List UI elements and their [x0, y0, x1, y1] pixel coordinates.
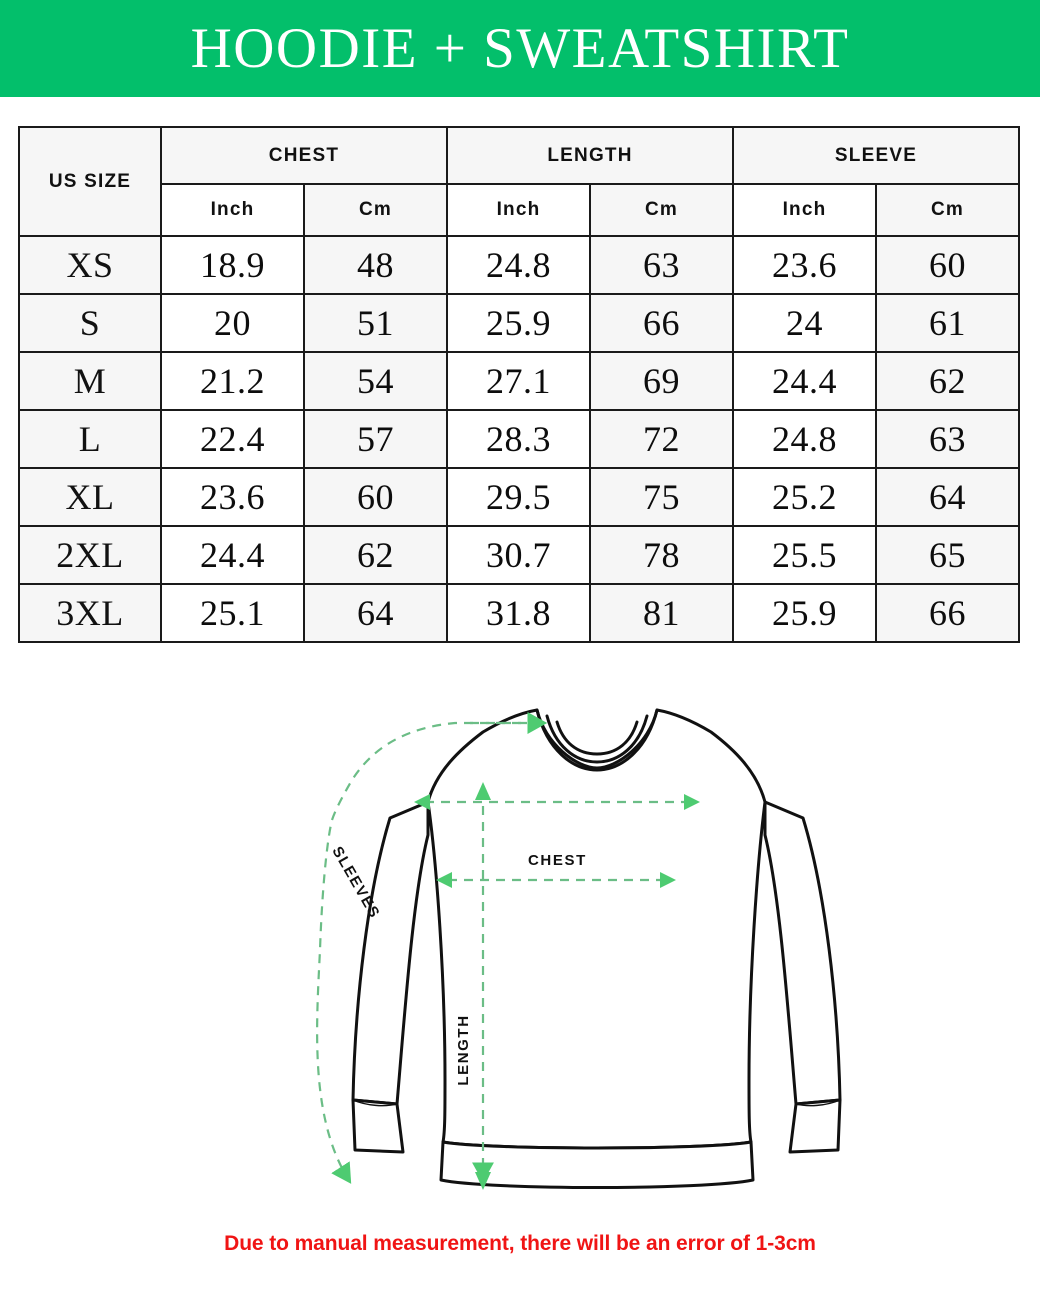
table-row: L 22.4 57 28.3 72 24.8 63 [18, 409, 1021, 469]
cell-length-cm: 81 [589, 583, 734, 643]
cell-sleeve-cm: 63 [874, 409, 1021, 469]
cell-length-cm: 75 [589, 467, 734, 527]
cell-sleeve-inch: 25.9 [732, 583, 877, 643]
table-row: 3XL 25.1 64 31.8 81 25.9 66 [18, 583, 1021, 643]
cell-length-cm: 78 [589, 525, 734, 585]
cell-chest-cm: 51 [303, 293, 448, 353]
cell-sleeve-cm: 62 [874, 351, 1021, 411]
cell-sleeve-inch: 24.8 [732, 409, 877, 469]
center-line-arrowhead-bottom [475, 1172, 491, 1190]
left-cuff [351, 1098, 405, 1154]
collar-mid [545, 714, 649, 764]
column-header-sleeve: SLEEVE [731, 126, 1021, 185]
cell-sleeve-cm: 60 [874, 235, 1021, 295]
column-header-length: LENGTH [446, 126, 734, 185]
cell-length-inch: 31.8 [446, 583, 591, 643]
length-label: LENGTH [455, 1014, 472, 1085]
cell-length-inch: 28.3 [446, 409, 591, 469]
cell-length-inch: 27.1 [446, 351, 591, 411]
cell-chest-cm: 54 [303, 351, 448, 411]
cell-chest-inch: 25.1 [160, 583, 305, 643]
cell-chest-inch: 20 [160, 293, 305, 353]
shoulder-arrowheads [414, 794, 700, 810]
unit-header-length-inch: Inch [446, 183, 591, 237]
sweatshirt-outline [351, 708, 842, 1189]
cell-length-inch: 29.5 [446, 467, 591, 527]
bottom-hem [439, 1140, 755, 1189]
collar-inner [555, 720, 639, 756]
cell-chest-cm: 62 [303, 525, 448, 585]
left-sleeve [351, 800, 430, 1106]
table-group-header-row: US SIZE CHEST LENGTH SLEEVE [18, 126, 1021, 237]
unit-header-chest-cm: Cm [303, 183, 448, 237]
unit-header-sleeve-inch: Inch [732, 183, 877, 237]
cell-sleeve-inch: 25.5 [732, 525, 877, 585]
page-title: HOODIE + SWEATSHIRT [190, 17, 850, 80]
left-cuff-seam [352, 1099, 398, 1107]
table-row: 2XL 24.4 62 30.7 78 25.5 65 [18, 525, 1021, 585]
cell-sleeve-inch: 24 [732, 293, 877, 353]
right-cuff [788, 1098, 842, 1154]
cell-chest-cm: 60 [303, 467, 448, 527]
table-unit-header-row: Inch Cm Inch Cm Inch Cm [19, 183, 1021, 237]
unit-header-sleeve-cm: Cm [874, 183, 1021, 237]
cell-sleeve-cm: 64 [874, 467, 1021, 527]
cell-sleeve-inch: 25.2 [732, 467, 877, 527]
cell-length-cm: 63 [589, 235, 734, 295]
cell-sleeve-cm: 66 [874, 583, 1021, 643]
cell-chest-cm: 57 [303, 409, 448, 469]
table-row: M 21.2 54 27.1 69 24.4 62 [18, 351, 1021, 411]
cell-length-cm: 66 [589, 293, 734, 353]
collar-outer [535, 708, 659, 772]
measurement-guides [316, 712, 690, 1184]
cell-sleeve-inch: 23.6 [732, 235, 877, 295]
cell-chest-cm: 64 [303, 583, 448, 643]
cell-length-inch: 25.9 [446, 293, 591, 353]
cell-chest-inch: 21.2 [160, 351, 305, 411]
cell-length-inch: 24.8 [446, 235, 591, 295]
size-chart-body: XS 18.9 48 24.8 63 23.6 60 S 20 51 25.9 … [18, 235, 1021, 643]
cell-size: L [18, 409, 162, 469]
size-chart-table: US SIZE CHEST LENGTH SLEEVE Inch Cm Inch… [18, 126, 1021, 643]
cell-sleeve-cm: 61 [874, 293, 1021, 353]
torso [426, 708, 767, 1150]
cell-length-cm: 72 [589, 409, 734, 469]
cell-chest-inch: 23.6 [160, 467, 305, 527]
cell-size: 3XL [18, 583, 162, 643]
table-row: XS 18.9 48 24.8 63 23.6 60 [18, 235, 1021, 295]
chest-arrowheads [436, 872, 676, 888]
cell-chest-cm: 48 [303, 235, 448, 295]
cell-size: XL [18, 467, 162, 527]
cell-sleeve-cm: 65 [874, 525, 1021, 585]
page-header-banner: HOODIE + SWEATSHIRT [0, 0, 1040, 97]
unit-header-chest-inch: Inch [160, 183, 305, 237]
size-chart-table-container: US SIZE CHEST LENGTH SLEEVE Inch Cm Inch… [18, 126, 1021, 643]
cell-size: S [18, 293, 162, 353]
unit-header-length-cm: Cm [589, 183, 734, 237]
cell-size: M [18, 351, 162, 411]
cell-size: 2XL [18, 525, 162, 585]
sleeves-guide-line [316, 721, 537, 1184]
table-row: XL 23.6 60 29.5 75 25.2 64 [18, 467, 1021, 527]
cell-length-cm: 69 [589, 351, 734, 411]
chest-label: CHEST [528, 852, 587, 869]
garment-measurement-diagram: CHEST LENGTH SLEEVES [0, 690, 1040, 1220]
center-line-arrowhead-top [475, 782, 491, 800]
cell-length-inch: 30.7 [446, 525, 591, 585]
right-sleeve [763, 800, 842, 1106]
hem-seam [442, 1141, 752, 1149]
table-row: S 20 51 25.9 66 24 61 [18, 293, 1021, 353]
cell-sleeve-inch: 24.4 [732, 351, 877, 411]
measurement-disclaimer: Due to manual measurement, there will be… [224, 1232, 816, 1255]
cell-size: XS [18, 235, 162, 295]
column-header-us-size: US SIZE [18, 126, 162, 237]
right-cuff-seam [795, 1099, 841, 1107]
cell-chest-inch: 18.9 [160, 235, 305, 295]
column-header-chest: CHEST [160, 126, 448, 185]
cell-chest-inch: 22.4 [160, 409, 305, 469]
cell-chest-inch: 24.4 [160, 525, 305, 585]
